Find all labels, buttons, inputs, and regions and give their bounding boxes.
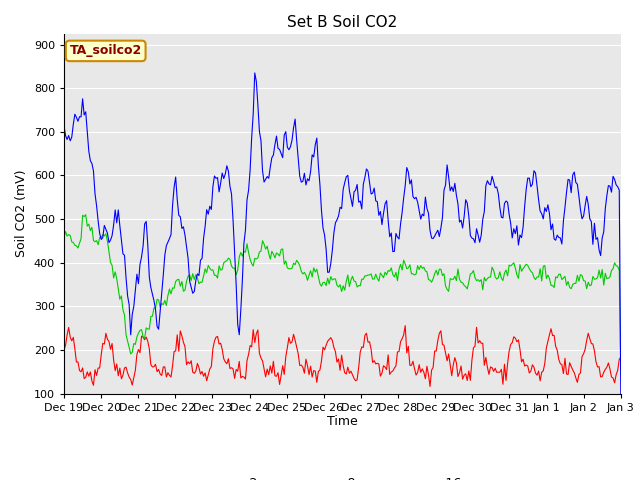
Legend: -2cm, -8cm, -16cm: -2cm, -8cm, -16cm: [199, 472, 486, 480]
Text: TA_soilco2: TA_soilco2: [70, 44, 142, 58]
X-axis label: Time: Time: [327, 415, 358, 429]
Title: Set B Soil CO2: Set B Soil CO2: [287, 15, 397, 30]
Y-axis label: Soil CO2 (mV): Soil CO2 (mV): [15, 170, 28, 257]
